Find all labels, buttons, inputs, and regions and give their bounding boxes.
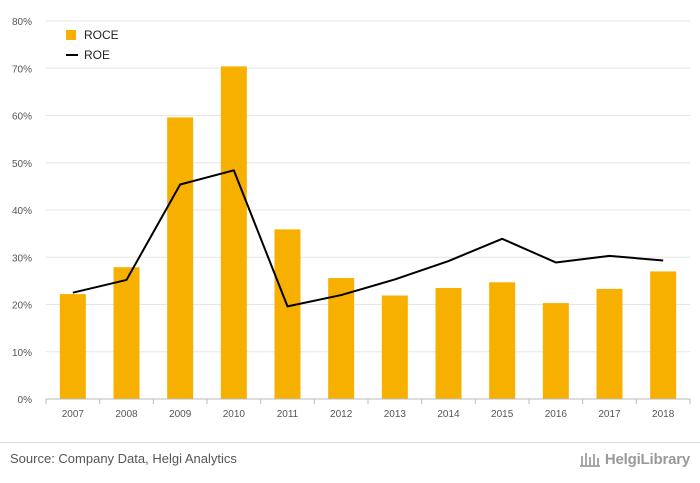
y-tick-label: 0% (18, 395, 33, 406)
roce-bar (328, 278, 355, 399)
chart: 0%10%20%30%40%50%60%70%80% 2007 2008 2009 2… (12, 17, 691, 420)
roce-bar (220, 66, 247, 400)
y-tick-label: 60% (12, 112, 32, 123)
footer-divider (0, 442, 700, 443)
roce-bar (167, 117, 194, 399)
brand-logo: HelgiLibrary (579, 449, 690, 469)
gridlines (46, 20, 690, 353)
roe-line (72, 169, 664, 308)
x-tick-label: 2010 (223, 409, 246, 420)
roce-bar (596, 288, 623, 399)
source-note: Source: Company Data, Helgi Analytics (10, 451, 237, 466)
x-tick-label: 2017 (598, 409, 621, 420)
y-axis: 0% 10% 20% 30% 40% 50% 60% 70% 80% (12, 17, 32, 406)
roce-bar (650, 271, 677, 399)
legend-swatch-roce (66, 30, 76, 40)
roce-bar (542, 303, 569, 399)
brand-name: HelgiLibrary (604, 450, 690, 468)
x-tick-label: 2015 (491, 409, 514, 420)
x-tick-label: 2013 (384, 409, 407, 420)
roce-bar (489, 282, 516, 399)
x-tick-label: 2007 (62, 409, 85, 420)
roce-bar (381, 295, 408, 399)
y-tick-label: 30% (12, 253, 32, 264)
library-building-icon (579, 450, 601, 468)
y-tick-label: 50% (12, 159, 32, 170)
x-tick-label: 2009 (169, 409, 192, 420)
legend-label-roe: ROE (84, 48, 110, 62)
roce-bar (435, 287, 462, 399)
y-tick-label: 40% (12, 206, 32, 217)
y-tick-label: 80% (12, 17, 32, 28)
y-tick-label: 10% (12, 348, 32, 359)
y-tick-label: 20% (12, 301, 32, 312)
legend-label-roce: ROCE (84, 28, 119, 42)
y-tick-label: 70% (12, 64, 32, 75)
roce-bar (59, 294, 86, 399)
roe-line-series (72, 169, 664, 308)
x-axis: 2007 2008 2009 2010 2011 2012 2013 2014 2015 2016… (45, 398, 691, 420)
x-tick-label: 2018 (652, 409, 675, 420)
x-tick-label: 2016 (545, 409, 568, 420)
roce-bar (274, 229, 301, 399)
roce-bar (113, 267, 140, 399)
x-tick-label: 2014 (437, 409, 460, 420)
roce-bars (59, 66, 677, 400)
x-tick-label: 2011 (277, 409, 299, 420)
x-tick-label: 2008 (115, 409, 138, 420)
legend: ROCE ROE (66, 28, 119, 62)
x-tick-label: 2012 (330, 409, 353, 420)
